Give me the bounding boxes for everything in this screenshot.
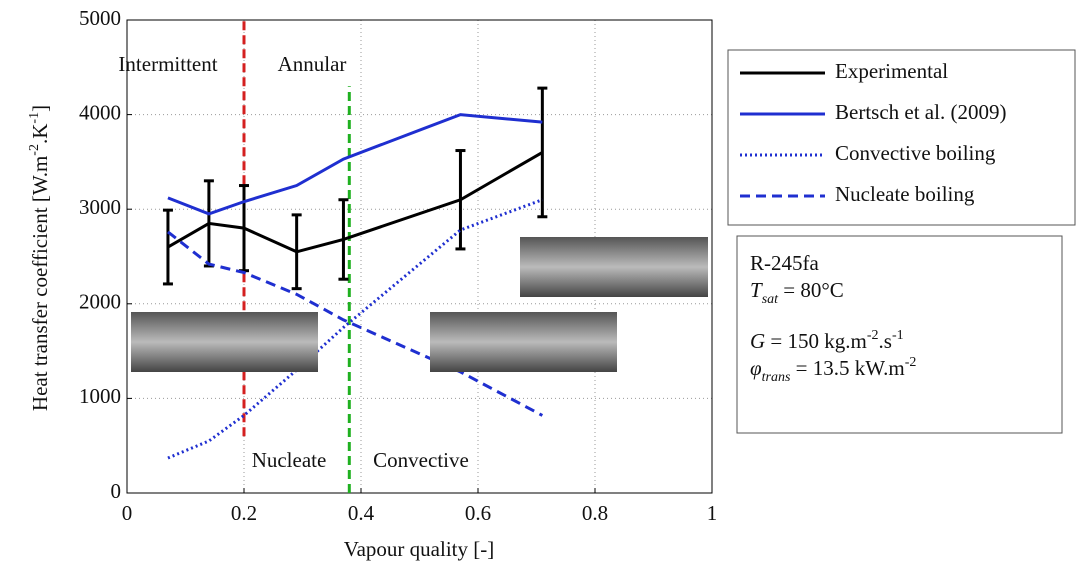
text-part: trans: [762, 370, 791, 385]
y-tick-label: 2000: [79, 290, 121, 314]
text-part: T: [750, 278, 763, 302]
text-part: -1: [27, 112, 42, 124]
info-line: φtrans = 13.5 kW.m-2: [750, 355, 916, 385]
legend-label: Nucleate boiling: [835, 182, 975, 206]
y-tick-label: 5000: [79, 6, 121, 30]
x-tick-label: 0.6: [465, 501, 491, 525]
info-line: G = 150 kg.m-2.s-1: [750, 328, 904, 353]
text-part: = 13.5 kW.m: [790, 356, 904, 380]
error-bar: [338, 198, 349, 281]
error-bar: [162, 208, 173, 286]
text-part: R-245fa: [750, 251, 819, 275]
text-part: = 150 kg.m: [765, 329, 867, 353]
text-part: sat: [762, 292, 779, 307]
text-part: G: [750, 329, 765, 353]
info-line: Tsat = 80°C: [750, 278, 844, 307]
text-part: -1: [892, 328, 904, 343]
text-part: -2: [905, 355, 917, 370]
y-tick-label: 3000: [79, 195, 121, 219]
error-bar: [537, 86, 548, 219]
text-part: = 80°C: [778, 278, 844, 302]
flow-photo: [131, 312, 318, 372]
legend-label: Bertsch et al. (2009): [835, 100, 1006, 124]
y-tick-label: 0: [111, 479, 122, 503]
x-tick-label: 0.2: [231, 501, 257, 525]
regime-label: Convective: [373, 448, 469, 472]
text-part: Heat transfer coefficient [W.m: [28, 156, 52, 411]
text-part: -2: [867, 328, 879, 343]
info-line: R-245fa: [750, 251, 819, 275]
x-tick-label: 0: [122, 501, 133, 525]
x-tick-label: 0.8: [582, 501, 608, 525]
flow-photo: [520, 237, 708, 297]
y-tick-label: 1000: [79, 384, 121, 408]
text-part: φ: [750, 356, 762, 380]
flow-photo: [430, 312, 617, 372]
x-tick-label: 0.4: [348, 501, 375, 525]
x-tick-label: 1: [707, 501, 718, 525]
legend-label: Convective boiling: [835, 141, 996, 165]
regime-label: Annular: [278, 52, 347, 76]
regime-label: Intermittent: [118, 52, 217, 76]
info-box: [736, 235, 1063, 434]
text-part: .s: [879, 329, 892, 353]
error-bar: [455, 149, 466, 251]
text-part: -2: [27, 144, 42, 156]
y-axis-label: Heat transfer coefficient [W.m-2.K-1]: [27, 105, 52, 411]
series-line: [167, 113, 543, 216]
text-part: .K: [28, 124, 52, 144]
error-bar: [291, 213, 302, 291]
x-axis-label: Vapour quality [-]: [344, 537, 494, 561]
plot-frame: [126, 19, 713, 494]
y-tick-label: 4000: [79, 100, 121, 124]
regime-label: Nucleate: [252, 448, 327, 472]
legend-box: [727, 49, 1076, 226]
text-part: ]: [28, 105, 52, 112]
legend-label: Experimental: [835, 59, 948, 83]
